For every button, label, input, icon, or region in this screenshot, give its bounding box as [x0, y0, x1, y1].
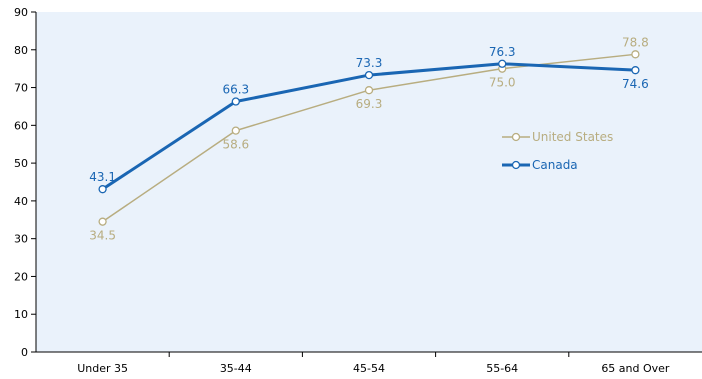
x-tick-label: 55-64 [486, 362, 518, 375]
data-point [364, 70, 374, 80]
y-tick-label: 50 [14, 157, 28, 170]
data-point [631, 50, 640, 59]
data-label: 66.3 [222, 83, 249, 97]
legend-item: Canada [502, 158, 578, 172]
data-label: 75.0 [489, 76, 516, 90]
data-label: 43.1 [89, 170, 116, 184]
x-tick-label: Under 35 [77, 362, 128, 375]
data-point [231, 97, 240, 106]
legend-label: United States [532, 130, 613, 144]
y-tick-label: 60 [14, 119, 28, 132]
x-axis: Under 35 35-44 45-54 55-64 65 and Over [36, 351, 702, 375]
data-label: 74.6 [622, 77, 649, 91]
data-label: 76.3 [489, 45, 516, 59]
legend-item: United States [502, 130, 613, 144]
y-tick-label: 90 [14, 6, 28, 19]
y-tick-label: 30 [14, 233, 28, 246]
y-axis: 0 10 20 30 40 50 60 70 80 90 [14, 6, 37, 359]
data-point [631, 66, 640, 75]
data-label: 78.8 [622, 35, 649, 49]
legend: United States Canada [502, 130, 613, 172]
series-layer: 34.5 58.6 69.3 75.0 78.8 43.1 66.3 73.3 76.3 74.6 [89, 35, 649, 242]
data-label: 73.3 [356, 56, 383, 70]
legend-marker [511, 160, 521, 170]
data-point [98, 217, 107, 226]
y-tick-label: 20 [14, 270, 28, 283]
x-tick-label: 35-44 [220, 362, 252, 375]
y-tick-label: 70 [14, 82, 28, 95]
data-label: 58.6 [222, 138, 249, 152]
data-point [498, 59, 507, 68]
y-tick-label: 80 [14, 44, 28, 57]
series-canada: 43.1 66.3 73.3 76.3 74.6 [89, 45, 649, 194]
legend-label: Canada [532, 158, 578, 172]
data-point [231, 126, 240, 135]
y-tick-label: 10 [14, 308, 28, 321]
data-point [98, 185, 107, 194]
y-tick-label: 40 [14, 195, 28, 208]
data-point [364, 86, 374, 95]
x-tick-label: 45-54 [353, 362, 385, 375]
legend-marker [511, 132, 521, 142]
data-label: 69.3 [356, 97, 383, 111]
series-united-states: 34.5 58.6 69.3 75.0 78.8 [89, 35, 649, 242]
data-label: 34.5 [89, 229, 116, 243]
y-tick-label: 0 [21, 346, 28, 359]
x-tick-label: 65 and Over [601, 362, 670, 375]
